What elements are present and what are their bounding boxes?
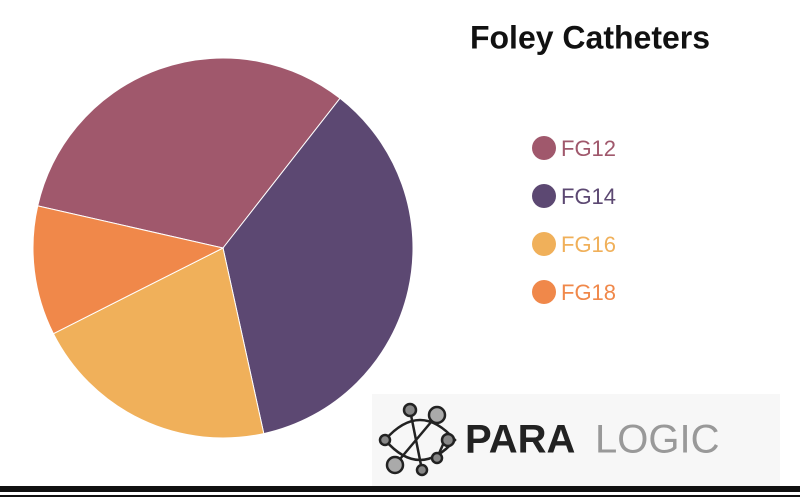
legend-label: FG18 [561,280,616,305]
logo-icon [378,402,457,477]
chart-title: Foley Catheters [470,19,710,55]
pie-slice [222,97,414,435]
bottom-bar [0,486,800,492]
legend-marker [532,136,556,160]
logo-text: PARA [465,418,575,462]
bottom-bar [0,495,800,497]
legend-label: FG12 [561,136,616,161]
logo-text: LOGIC [595,418,719,462]
pie-slice [32,205,225,335]
legend-label: FG14 [561,184,616,209]
pie-slice [37,57,341,249]
legend-marker [532,280,556,304]
legend-marker [532,184,556,208]
logo: PARA LOGIC [372,394,780,486]
pie-slice [52,247,265,439]
legend-marker [532,232,556,256]
legend-label: FG16 [561,232,616,257]
